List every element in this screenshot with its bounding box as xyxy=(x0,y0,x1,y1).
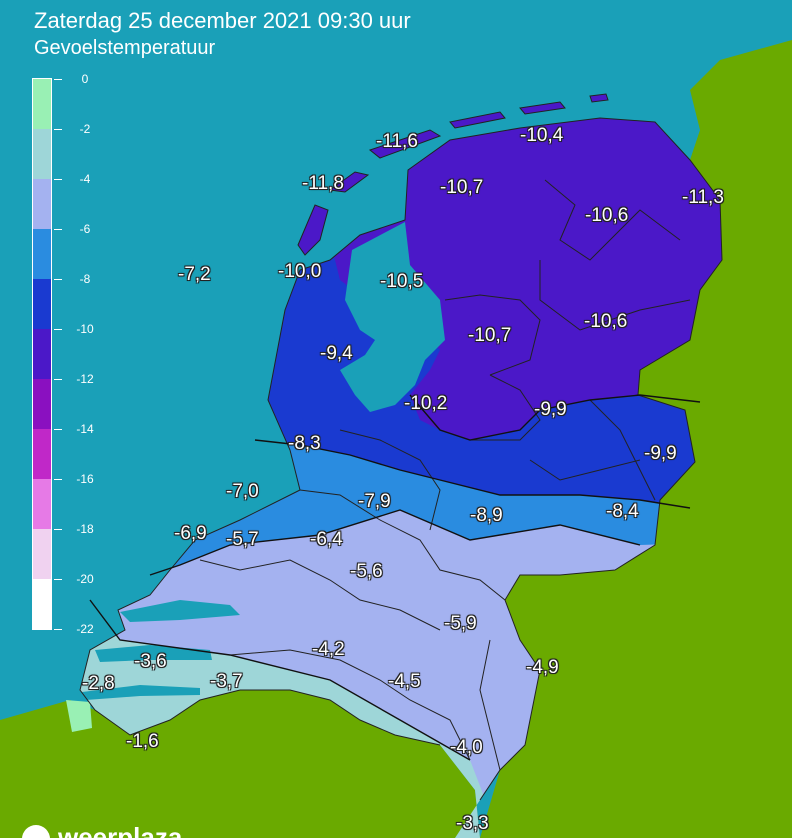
isotherm-lines xyxy=(89,394,701,761)
legend-band-20 xyxy=(33,579,51,629)
legend-label: -12 xyxy=(76,372,94,386)
legend-label: -10 xyxy=(76,322,94,336)
legend-band-14 xyxy=(33,429,51,479)
temp-label: -10,7 xyxy=(440,177,484,198)
legend-band-2 xyxy=(33,129,51,179)
legend-tick xyxy=(54,279,62,280)
legend-tick xyxy=(54,179,62,180)
province-borders xyxy=(79,117,723,801)
logo-text: weerplaza xyxy=(58,822,183,838)
temp-label: -2,8 xyxy=(82,673,115,694)
temp-label: -4,9 xyxy=(526,657,559,678)
temp-label: -10,2 xyxy=(404,393,448,414)
legend-band-6 xyxy=(33,229,51,279)
temp-label: -7,9 xyxy=(358,491,391,512)
rottumeroog-island xyxy=(589,93,609,103)
legend-tick xyxy=(54,429,62,430)
temp-label: -7,2 xyxy=(178,264,211,285)
temp-label: -10,6 xyxy=(584,311,628,332)
temp-label: -5,9 xyxy=(444,613,477,634)
legend-label: -8 xyxy=(79,272,91,286)
temp-label: -7,0 xyxy=(226,481,259,502)
legend-tick xyxy=(54,129,62,130)
temp-label: -5,6 xyxy=(350,561,383,582)
temp-label: -1,6 xyxy=(126,731,159,752)
legend-label: -22 xyxy=(76,622,94,636)
temp-label: -6,9 xyxy=(174,523,207,544)
logo-mark-icon xyxy=(22,825,50,838)
temp-label: -3,3 xyxy=(456,813,489,834)
texel-island xyxy=(297,204,329,256)
temp-label: -4,0 xyxy=(450,737,483,758)
legend-label: -18 xyxy=(76,522,94,536)
legend-label: -2 xyxy=(79,122,91,136)
temp-label: -8,3 xyxy=(288,433,321,454)
temp-label: -10,6 xyxy=(585,205,629,226)
temp-label: -10,7 xyxy=(468,325,512,346)
temp-label: -11,8 xyxy=(302,173,344,194)
temp-label: -4,5 xyxy=(388,671,421,692)
legend-label: -20 xyxy=(76,572,94,586)
temp-label: -11,6 xyxy=(376,131,418,152)
legend-tick xyxy=(54,79,62,80)
temp-label: -10,0 xyxy=(278,261,322,282)
temp-label: -8,9 xyxy=(470,505,503,526)
map-title: Zaterdag 25 december 2021 09:30 uur xyxy=(34,8,411,33)
legend-band-4 xyxy=(33,179,51,229)
legend-tick xyxy=(54,629,62,630)
vlieland-island xyxy=(328,171,370,193)
temp-label: -3,6 xyxy=(134,651,167,672)
legend-tick xyxy=(54,479,62,480)
temp-label: -9,4 xyxy=(320,343,353,364)
map-subtitle: Gevoelstemperatuur xyxy=(34,37,216,59)
legend-band-0 xyxy=(33,79,51,129)
legend-tick xyxy=(54,579,62,580)
temp-label: -11,3 xyxy=(682,187,724,208)
temp-label: -5,7 xyxy=(226,529,259,550)
legend-tick xyxy=(54,229,62,230)
color-legend xyxy=(32,78,52,630)
legend-label: -16 xyxy=(76,472,94,486)
weerplaza-logo: weerplaza xyxy=(22,822,182,838)
legend-tick xyxy=(54,529,62,530)
legend-label: -14 xyxy=(76,422,94,436)
temp-label: -4,2 xyxy=(312,639,345,660)
legend-band-12 xyxy=(33,379,51,429)
temp-label: -9,9 xyxy=(644,443,677,464)
legend-band-8 xyxy=(33,279,51,329)
terschelling-island xyxy=(368,129,442,159)
schiermonnikoog-island xyxy=(519,101,566,115)
coast-patch xyxy=(66,700,92,732)
legend-tick xyxy=(54,379,62,380)
legend-label: -6 xyxy=(79,222,91,236)
legend-tick xyxy=(54,329,62,330)
temp-label: -10,5 xyxy=(380,271,424,292)
temp-label: -10,4 xyxy=(520,125,564,146)
legend-label: -4 xyxy=(79,172,91,186)
legend-band-10 xyxy=(33,329,51,379)
legend-band-18 xyxy=(33,529,51,579)
belgium-land xyxy=(0,690,480,838)
germany-land xyxy=(480,40,792,838)
legend-band-16 xyxy=(33,479,51,529)
ameland-island xyxy=(449,111,506,129)
temp-label: -8,4 xyxy=(606,501,639,522)
temp-label: -3,7 xyxy=(210,671,243,692)
legend-label: 0 xyxy=(81,72,89,86)
temp-label: -6,4 xyxy=(310,529,343,550)
temp-label: -9,9 xyxy=(534,399,567,420)
